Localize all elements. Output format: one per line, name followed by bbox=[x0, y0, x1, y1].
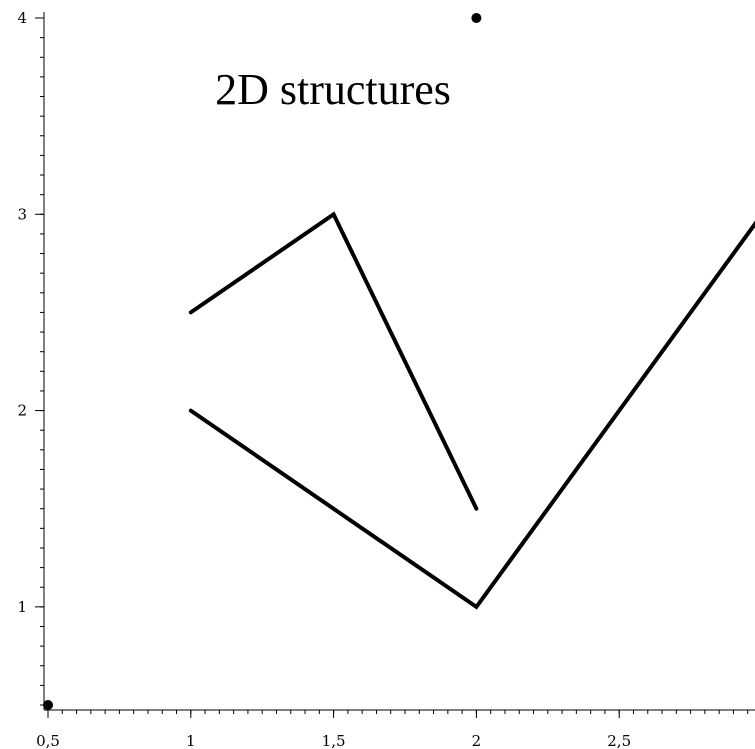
x-tick-label: 1 bbox=[186, 732, 196, 749]
y-tick-label: 4 bbox=[17, 9, 27, 27]
axes: 0,511,522,531234 bbox=[17, 9, 755, 749]
x-tick-label: 2 bbox=[472, 732, 482, 749]
x-tick-label: 2,5 bbox=[607, 732, 631, 749]
series-line-1 bbox=[188, 211, 479, 511]
scatter-point bbox=[471, 13, 482, 23]
chart-title: 2D structures bbox=[215, 65, 451, 114]
series-line-2 bbox=[188, 220, 755, 610]
y-tick-label: 1 bbox=[17, 598, 27, 616]
scatter-point bbox=[43, 700, 53, 710]
x-tick-label: 0,5 bbox=[36, 732, 60, 749]
x-tick-label: 1,5 bbox=[322, 732, 346, 749]
series-layer bbox=[43, 13, 755, 710]
y-tick-label: 2 bbox=[17, 402, 27, 420]
y-tick-label: 3 bbox=[17, 205, 27, 223]
